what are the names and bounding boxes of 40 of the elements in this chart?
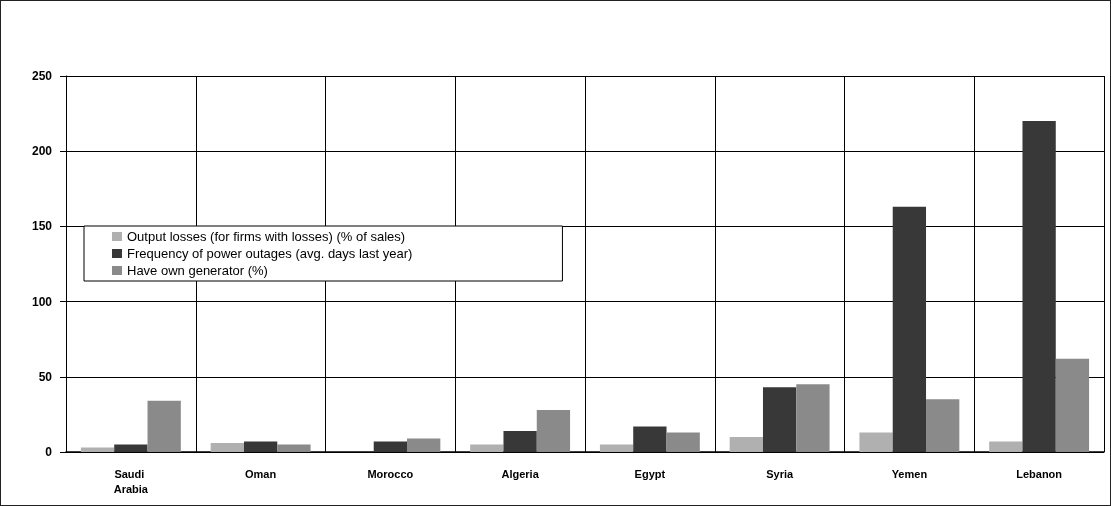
x-tick-label: Saudi Arabia: [113, 467, 149, 495]
x-tick-label: Lebanon: [1016, 467, 1063, 480]
bar: [892, 206, 927, 452]
bar: [147, 400, 181, 452]
bar: [796, 384, 830, 452]
bar: [762, 387, 797, 452]
bar: [80, 447, 115, 452]
legend-label: Frequency of power outages (avg. days last year): [127, 246, 413, 261]
bar: [666, 432, 700, 452]
bar: [470, 444, 504, 452]
bar: [926, 399, 960, 452]
bar: [859, 432, 893, 452]
bar: [729, 436, 763, 452]
bar: [633, 426, 667, 452]
x-tick-label: Yemen: [891, 467, 928, 480]
bar: [277, 444, 311, 452]
bar: [1022, 121, 1056, 452]
bar: [599, 444, 634, 452]
x-tick-label: Algeria: [501, 467, 540, 480]
bar: [210, 442, 244, 452]
legend-label: Have own generator (%): [127, 263, 268, 278]
y-tick-label: 250: [31, 69, 53, 83]
legend-label: Output losses (for firms with losses) (% of sales): [127, 229, 406, 244]
bar: [503, 430, 537, 452]
bar: [114, 444, 148, 452]
y-tick-label: 100: [31, 294, 53, 309]
x-tick-label: Oman: [245, 467, 277, 480]
bar: [373, 441, 408, 452]
x-tick-label: Egypt: [634, 467, 666, 480]
bar: [536, 409, 571, 452]
y-tick-label: 50: [38, 369, 53, 384]
x-tick-label: Syria: [766, 467, 794, 480]
bar: [1055, 358, 1090, 452]
x-tick-label: Morocco: [367, 467, 414, 480]
bar: [407, 438, 441, 452]
y-tick-label: 0: [45, 445, 53, 459]
bar: [243, 441, 278, 452]
y-tick-label: 200: [31, 144, 53, 159]
bar: [989, 441, 1023, 452]
y-tick-label: 150: [31, 219, 53, 234]
